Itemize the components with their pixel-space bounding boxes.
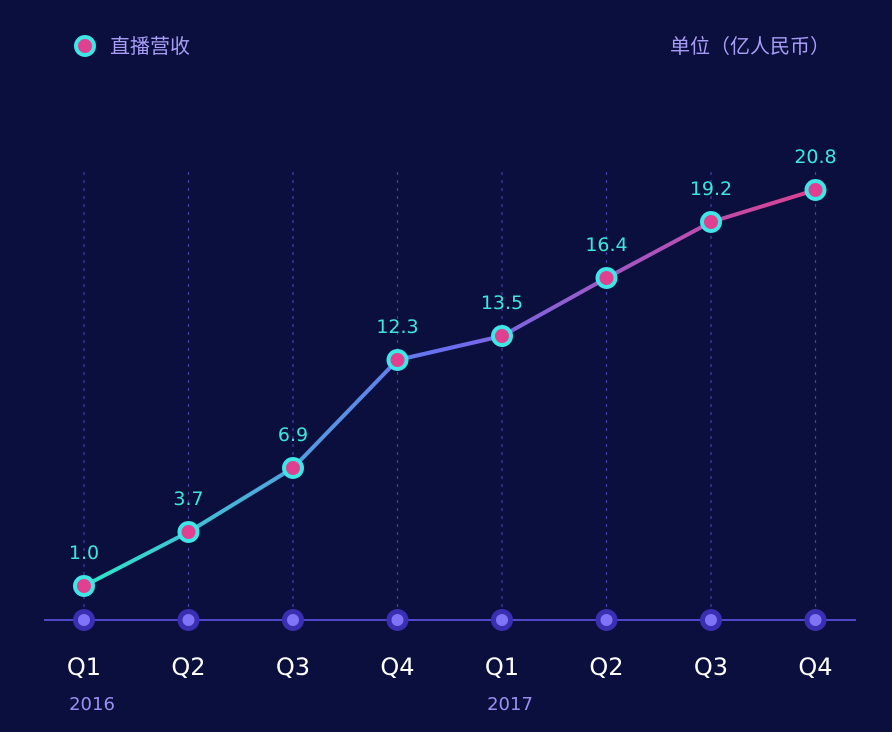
x-tick-label: Q2 <box>589 653 623 681</box>
x-tick-label: Q4 <box>798 653 832 681</box>
axis-dot <box>287 614 299 626</box>
x-tick-label: Q4 <box>380 653 414 681</box>
data-point <box>700 211 722 233</box>
legend-label: 直播营收 <box>110 34 190 58</box>
data-point <box>491 325 513 347</box>
data-label: 1.0 <box>69 542 99 564</box>
legend: 直播营收 <box>74 34 190 58</box>
data-point <box>386 349 409 371</box>
axis-dot <box>496 614 508 626</box>
x-tick-label: Q2 <box>171 653 205 681</box>
legend-marker <box>74 35 96 57</box>
year-labels: 2016 2017 <box>69 694 533 715</box>
x-tick-label: Q1 <box>67 653 101 681</box>
x-tick-label: Q3 <box>276 653 310 681</box>
data-label: 13.5 <box>481 292 523 314</box>
year-label: 2016 <box>69 694 115 715</box>
x-tick-labels: Q1 Q2 Q3 Q4 Q1 Q2 Q3 Q4 <box>67 653 833 681</box>
axis-dot <box>809 614 822 626</box>
data-points <box>73 179 827 597</box>
year-label: 2017 <box>487 694 533 715</box>
x-tick-label: Q3 <box>694 653 728 681</box>
data-label: 19.2 <box>690 178 732 200</box>
data-point <box>595 267 618 289</box>
x-tick-label: Q1 <box>485 653 519 681</box>
axis-dot <box>182 614 195 626</box>
axis-dot <box>705 614 717 626</box>
gridlines <box>83 172 817 620</box>
data-point <box>177 521 200 543</box>
series-line <box>82 188 818 588</box>
axis-dots <box>73 609 827 631</box>
data-label: 12.3 <box>376 316 418 338</box>
data-point <box>73 575 95 597</box>
data-label: 20.8 <box>794 146 836 168</box>
data-label: 6.9 <box>278 424 308 446</box>
unit-label: 单位（亿人民币） <box>670 34 830 58</box>
data-label: 3.7 <box>173 488 203 510</box>
value-labels: 1.0 3.7 6.9 12.3 13.5 16.4 19.2 20.8 <box>69 146 837 564</box>
data-point <box>804 179 827 201</box>
data-label: 16.4 <box>585 234 627 256</box>
axis-dot <box>78 614 90 626</box>
data-point <box>282 457 304 479</box>
axis-dot <box>391 614 404 626</box>
axis-dot <box>600 614 613 626</box>
